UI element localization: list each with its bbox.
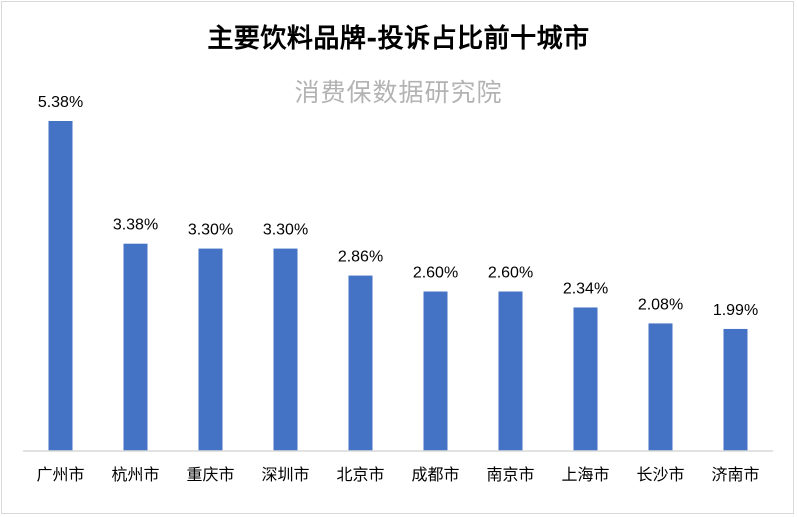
bar-7 [498,291,523,451]
bar-1 [48,121,73,451]
category-label: 长沙市 [636,465,684,484]
value-label: 2.86% [338,249,383,266]
value-label: 1.99% [713,302,758,319]
bar-8 [573,307,598,451]
category-label: 深圳市 [261,465,309,484]
value-label: 2.08% [638,296,683,313]
bars-group [48,121,748,451]
category-label: 北京市 [336,465,384,484]
value-label: 3.30% [263,222,308,239]
value-labels-group: 5.38% 3.38% 3.30% 3.30% 2.86% 2.60% 2.60% 2.34%… [38,94,758,319]
value-label: 2.60% [413,265,458,282]
value-label: 5.38% [38,94,83,111]
category-label: 成都市 [411,465,459,484]
category-label: 杭州市 [111,465,159,484]
category-label: 上海市 [561,465,609,484]
category-label: 重庆市 [186,465,234,484]
chart-subtitle: 消费保数据研究院 [294,78,503,107]
category-label: 广州市 [36,465,84,484]
bar-3 [198,248,223,451]
value-label: 3.38% [113,217,158,234]
value-label: 2.60% [488,265,533,282]
value-label: 3.30% [188,222,233,239]
chart-title: 主要饮料品牌-投诉占比前十城市 [207,24,590,54]
bar-9 [648,323,673,451]
bar-2 [123,243,148,451]
bar-6 [423,291,448,451]
category-label: 济南市 [711,465,759,484]
value-label: 2.34% [563,280,608,297]
bar-10 [723,328,748,451]
category-labels-group: 广州市 杭州市 重庆市 深圳市 北京市 成都市 南京市 上海市 长沙市 济南市 [36,465,759,484]
bar-5 [348,275,373,451]
bar-4 [273,248,298,451]
category-label: 南京市 [486,465,534,484]
